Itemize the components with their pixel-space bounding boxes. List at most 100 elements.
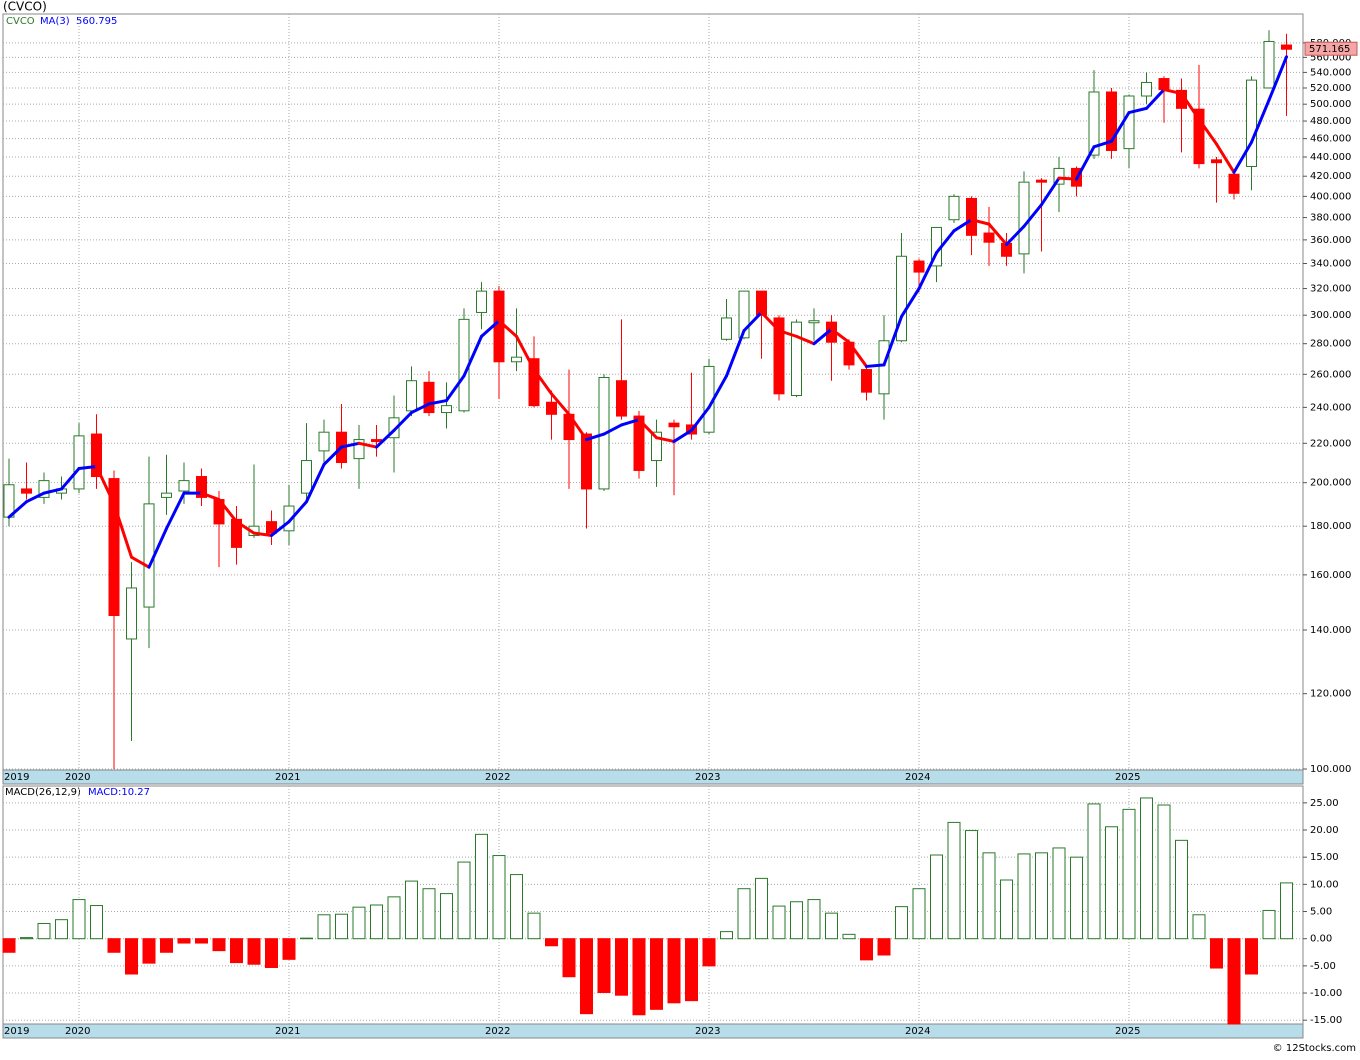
candle-body	[1211, 159, 1222, 164]
candle-body	[1106, 91, 1117, 151]
ma-segment	[602, 423, 623, 436]
candle-body	[441, 405, 452, 414]
y-tick-label: 0.00	[1310, 934, 1332, 945]
ma-segment	[812, 327, 833, 346]
candle-body	[21, 488, 32, 494]
macd-bar	[90, 905, 103, 940]
ma-segment	[112, 502, 133, 559]
candle-body	[721, 317, 732, 340]
candle-body	[1158, 78, 1170, 91]
macd-bar	[510, 874, 523, 940]
ma-segment	[375, 428, 396, 449]
y-tick-label: 540.000	[1310, 67, 1351, 78]
ma-segment	[847, 340, 868, 368]
y-tick-label: 420.000	[1310, 171, 1351, 182]
price-panel	[2, 13, 1304, 771]
macd-bar	[562, 938, 576, 978]
macd-bar	[282, 938, 296, 960]
macd-bar	[247, 938, 261, 965]
macd-bar	[895, 906, 908, 940]
ma-segment	[830, 327, 851, 344]
y-tick-label: 300.000	[1310, 310, 1351, 321]
macd-bar	[982, 852, 996, 940]
macd-bar	[387, 896, 401, 940]
ma-segment	[340, 441, 361, 449]
macd-bar	[702, 938, 716, 967]
y-tick-label: 200.000	[1310, 478, 1351, 489]
candle-body	[371, 439, 382, 443]
y-tick-label: 520.000	[1310, 83, 1351, 94]
macd-bar	[72, 899, 86, 940]
macd-bar	[1105, 826, 1118, 940]
candle-body	[38, 480, 50, 498]
macd-bar	[1017, 853, 1031, 940]
ma-segment	[7, 500, 28, 519]
ma-segment	[270, 520, 291, 537]
ma-segment	[95, 464, 116, 506]
ma-segment	[882, 315, 903, 367]
x-tick-label: 2022	[485, 772, 510, 783]
y-tick-label: 380.000	[1310, 213, 1351, 224]
macd-bar	[317, 914, 331, 940]
macd-bar	[860, 938, 873, 961]
candle-body	[178, 480, 190, 492]
ma-segment	[147, 527, 168, 569]
ma-segment	[952, 218, 973, 233]
macd-bar	[405, 880, 418, 940]
candle-body	[581, 433, 592, 490]
candle-body	[388, 417, 400, 439]
x-tick-label: 2023	[695, 772, 720, 783]
ma-segment	[1197, 117, 1218, 146]
macd-bar	[912, 888, 926, 940]
y-tick-label: 480.000	[1310, 116, 1351, 127]
candle-body	[528, 358, 540, 407]
macd-bar	[20, 937, 33, 940]
ma-segment	[917, 251, 938, 291]
macd-bar	[177, 938, 191, 944]
macd-bar	[230, 938, 243, 964]
macd-bar	[790, 901, 803, 940]
candle-body	[1263, 40, 1275, 89]
y-tick-label: 440.000	[1310, 152, 1351, 163]
candle-body	[318, 431, 330, 452]
candle-body	[196, 476, 207, 498]
macd-bar	[55, 919, 68, 940]
x-tick-label: 2019	[4, 1026, 29, 1037]
candle-body	[668, 422, 680, 428]
ma-segment	[25, 491, 46, 504]
y-tick-label: 400.000	[1310, 191, 1351, 202]
candle-body	[266, 521, 277, 534]
ma-segment	[742, 310, 763, 333]
macd-bar	[212, 938, 226, 952]
ma-segment	[42, 487, 63, 495]
x-tick-label: 2025	[1115, 1026, 1140, 1037]
macd-bar	[2, 938, 16, 953]
ma-segment	[1162, 88, 1183, 96]
y-tick-label: 320.000	[1310, 284, 1351, 295]
y-tick-label: 360.000	[1310, 235, 1351, 246]
ma-segment	[1127, 106, 1148, 115]
x-tick-label: 2020	[65, 772, 90, 783]
y-tick-label: 180.000	[1310, 521, 1351, 532]
macd-bar	[335, 913, 348, 940]
ma-segment	[252, 531, 273, 537]
legend-ma: MA(3)	[40, 16, 70, 27]
macd-bar	[142, 938, 156, 964]
candle-body	[301, 460, 312, 494]
candle-body	[1053, 167, 1065, 185]
macd-bar	[1140, 797, 1153, 940]
candle-body	[1228, 173, 1240, 194]
candle-body	[73, 435, 85, 490]
legend-symbol: CVCO	[6, 16, 35, 27]
candle-body	[878, 340, 890, 395]
ma-segment	[427, 399, 448, 406]
y-tick-label: 140.000	[1310, 625, 1351, 636]
candle-body	[1088, 91, 1100, 156]
last-price-label: 571.165	[1309, 44, 1350, 55]
legend-ma-value: 560.795	[76, 16, 117, 27]
candle-body	[1281, 44, 1292, 50]
macd-bar	[195, 938, 208, 944]
macd-bar	[370, 904, 383, 940]
y-tick-label: 260.000	[1310, 369, 1351, 380]
candle-body	[108, 478, 120, 617]
